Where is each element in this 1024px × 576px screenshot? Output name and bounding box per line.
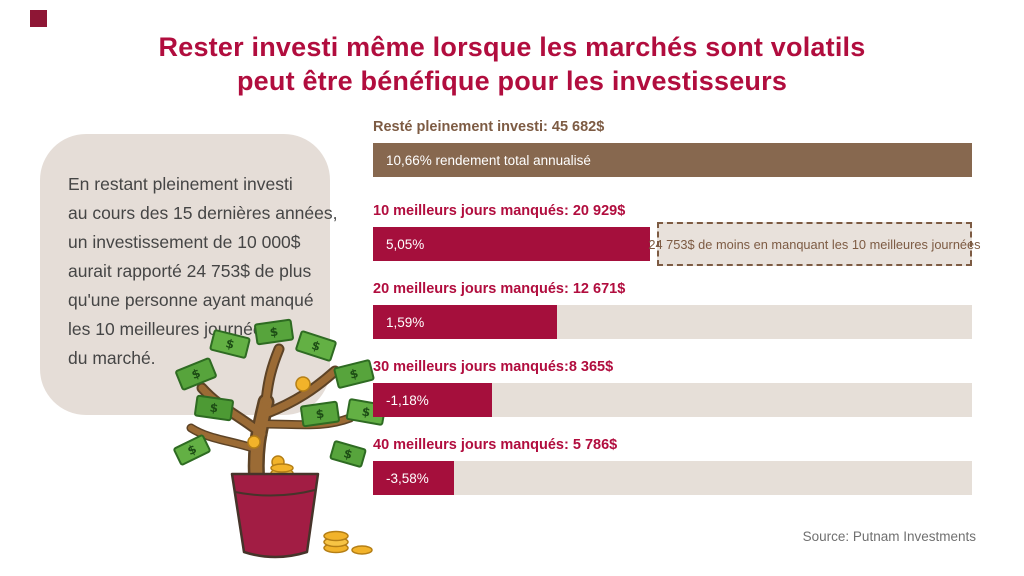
svg-text:$: $: [269, 324, 279, 339]
dollar-bill-leaves: $ $ $ $ $ $ $ $ $ $: [173, 318, 387, 468]
bar-value: -3,58%: [386, 470, 429, 486]
summary-card: En restant pleinement investi au cours d…: [40, 134, 338, 415]
bar-group-missed-20: 20 meilleurs jours manqués: 12 671$ 1,59…: [373, 281, 972, 339]
summary-line: du marché.: [68, 348, 156, 368]
summary-line: un investissement de 10 000$: [68, 232, 301, 252]
bar-track: [373, 461, 972, 495]
summary-line: En restant pleinement investi: [68, 174, 293, 194]
page-title: Rester investi même lorsque les marchés …: [0, 30, 1024, 98]
bar-fill-missed-40: -3,58%: [373, 461, 455, 495]
bar-value: 10,66% rendement total annualisé: [386, 152, 591, 168]
title-line-1: Rester investi même lorsque les marchés …: [158, 32, 866, 62]
bar-label: Resté pleinement investi: 45 682$: [373, 119, 605, 135]
svg-text:$: $: [342, 446, 354, 462]
bar-group-missed-40: 40 meilleurs jours manqués: 5 786$ -3,58…: [373, 437, 972, 495]
corner-accent-square: [30, 10, 47, 27]
bar-value: 1,59%: [386, 314, 425, 330]
summary-line: au cours des 15 dernières années,: [68, 203, 338, 223]
summary-line: aurait rapporté 24 753$ de plus: [68, 261, 312, 281]
svg-text:$: $: [315, 406, 325, 421]
bar-group-missed-10: 10 meilleurs jours manqués: 20 929$ 5,05…: [373, 203, 981, 266]
svg-text:$: $: [224, 336, 235, 352]
bar-fill-missed-10: 5,05%: [373, 227, 651, 261]
money-tree-illustration: $ $ $ $ $ $ $ $ $ $: [173, 318, 387, 559]
title-line-2: peut être bénéfique pour les investisseu…: [236, 66, 788, 96]
bar-value: -1,18%: [386, 392, 429, 408]
bar-chart: Resté pleinement investi: 45 682$ 10,66%…: [373, 119, 981, 515]
bar-row: -3,58%: [373, 461, 972, 495]
summary-line: qu'une personne ayant manqué: [68, 290, 314, 310]
bar-label: 20 meilleurs jours manqués: 12 671$: [373, 281, 626, 297]
svg-text:$: $: [209, 400, 219, 415]
svg-text:$: $: [361, 404, 372, 419]
bar-label: 40 meilleurs jours manqués: 5 786$: [373, 437, 618, 453]
bar-fill-missed-20: 1,59%: [373, 305, 558, 339]
svg-text:$: $: [348, 366, 359, 382]
bar-group-fully-invested: Resté pleinement investi: 45 682$ 10,66%…: [373, 119, 972, 177]
plant-pot: [230, 472, 320, 559]
source-credit: Source: Putnam Investments: [802, 529, 976, 544]
bar-group-missed-30: 30 meilleurs jours manqués:8 365$ -1,18%: [373, 359, 972, 417]
bar-row: 1,59%: [373, 305, 972, 339]
svg-text:$: $: [310, 338, 322, 354]
difference-callout: 24 753$ de moins en manquant les 10 meil…: [648, 222, 981, 266]
bar-row: 5,05% 24 753$ de moins en manquant les 1…: [373, 222, 981, 266]
bar-row: 10,66% rendement total annualisé: [373, 143, 972, 177]
bar-row: -1,18%: [373, 383, 972, 417]
bar-label: 30 meilleurs jours manqués:8 365$: [373, 359, 614, 375]
bar-value: 5,05%: [386, 236, 425, 252]
bar-label: 10 meilleurs jours manqués: 20 929$: [373, 203, 626, 219]
bar-fill-missed-30: -1,18%: [373, 383, 493, 417]
bar-fill-fully-invested: 10,66% rendement total annualisé: [373, 143, 972, 177]
difference-callout-text: 24 753$ de moins en manquant les 10 meil…: [648, 236, 981, 252]
